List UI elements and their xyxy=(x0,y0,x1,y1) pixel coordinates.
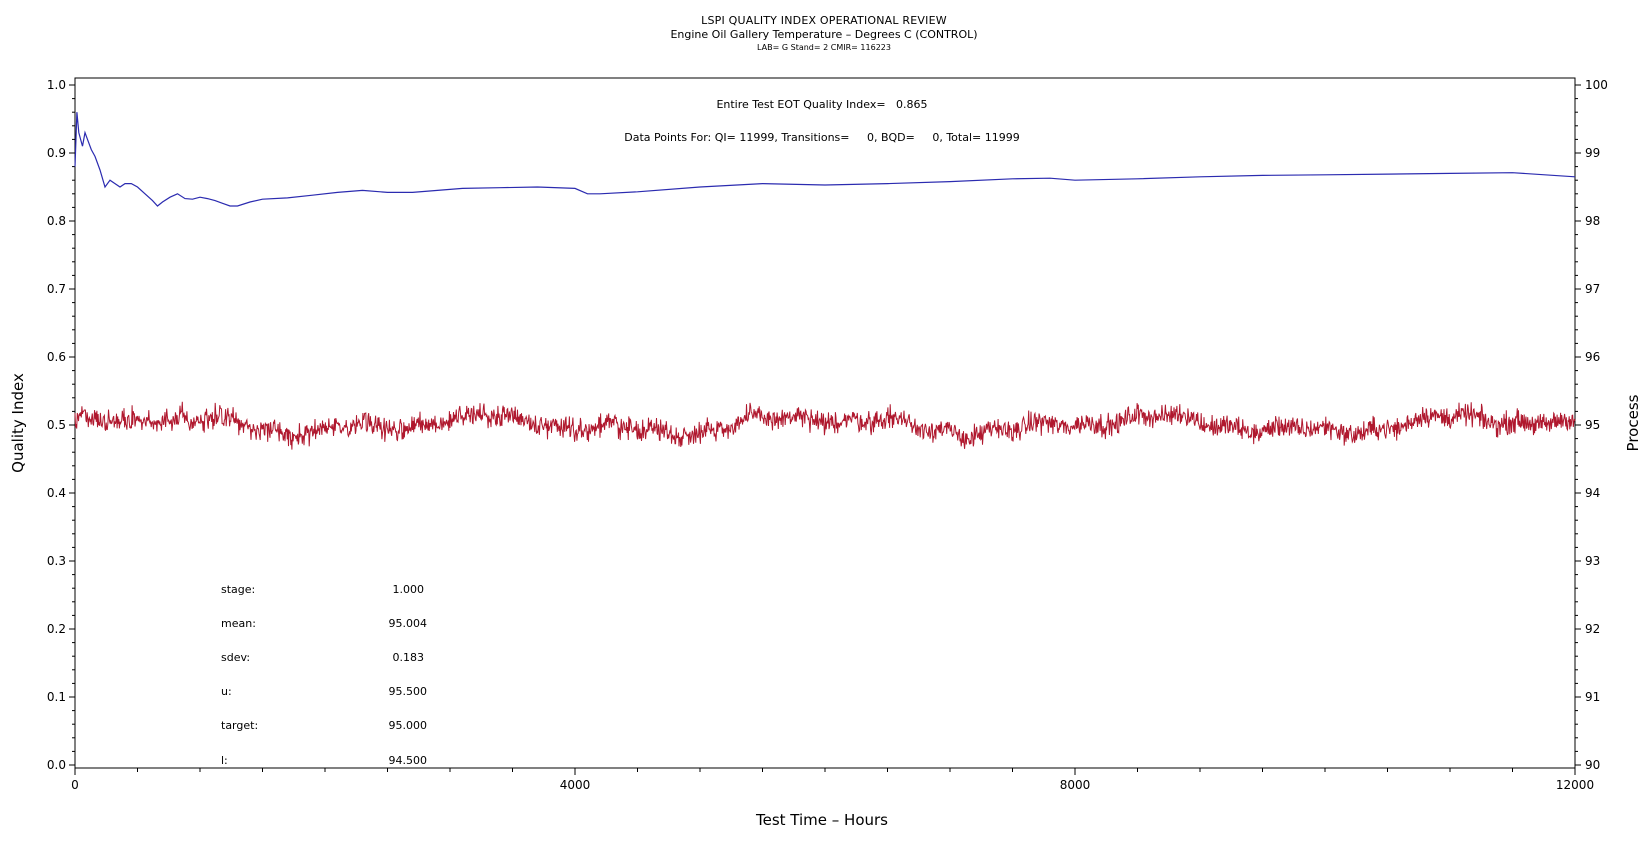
y-tick-label: 1.0 xyxy=(47,78,66,92)
x-tick-label: 0 xyxy=(71,778,79,792)
stat-label-u: u: xyxy=(221,685,232,698)
y-tick-label: 0.6 xyxy=(47,350,66,364)
stat-value-l: 94.500 xyxy=(389,754,428,767)
y-tick-label: 0.9 xyxy=(47,146,66,160)
stat-label-l: l: xyxy=(221,754,228,767)
stat-value-target: 95.000 xyxy=(389,719,428,732)
stat-value-stage: 1.000 xyxy=(393,583,425,596)
chart-titles: LSPI QUALITY INDEX OPERATIONAL REVIEW En… xyxy=(0,14,1648,53)
chart-subtitle: Engine Oil Gallery Temperature – Degrees… xyxy=(670,28,978,41)
stat-label-target: target: xyxy=(221,719,258,732)
quality-index-annotation: Entire Test EOT Quality Index= 0.865 xyxy=(716,98,927,111)
stat-label-stage: stage: xyxy=(221,583,255,596)
bottom-axis: 0 4000 8000 12000 xyxy=(71,768,1594,792)
y2-tick-label: 98 xyxy=(1585,214,1600,228)
y-tick-label: 0.1 xyxy=(47,690,66,704)
stat-value-u: 95.500 xyxy=(389,685,428,698)
y2-tick-label: 94 xyxy=(1585,486,1600,500)
y2-tick-label: 95 xyxy=(1585,418,1600,432)
data-points-annotation: Data Points For: QI= 11999, Transitions=… xyxy=(624,131,1019,144)
stat-value-mean: 95.004 xyxy=(389,617,428,630)
right-axis: 90 91 92 93 94 95 96 97 98 99 100 xyxy=(1575,78,1608,772)
left-axis: 0.0 0.1 0.2 0.3 0.4 0.5 0.6 0.7 0.8 0.9 1.0 xyxy=(47,78,75,772)
y2-tick-label: 97 xyxy=(1585,282,1600,296)
y-tick-label: 0.4 xyxy=(47,486,66,500)
y-tick-label: 0.5 xyxy=(47,418,66,432)
y2-tick-label: 90 xyxy=(1585,758,1600,772)
y2-tick-label: 96 xyxy=(1585,350,1600,364)
y-axis-label: Quality Index xyxy=(9,373,27,473)
stat-value-sdev: 0.183 xyxy=(393,651,425,664)
x-tick-label: 12000 xyxy=(1556,778,1594,792)
stat-label-sdev: sdev: xyxy=(221,651,250,664)
x-tick-label: 4000 xyxy=(560,778,591,792)
process-series-line xyxy=(74,401,1576,450)
stats-block: stage: 1.000 mean: 95.004 sdev: 0.183 u:… xyxy=(221,583,427,767)
quality-index-series-line xyxy=(74,112,1576,207)
y2-tick-label: 92 xyxy=(1585,622,1600,636)
y2-tick-label: 93 xyxy=(1585,554,1600,568)
series-layer xyxy=(74,112,1576,450)
chart-title: LSPI QUALITY INDEX OPERATIONAL REVIEW xyxy=(701,14,947,27)
y-tick-label: 0.2 xyxy=(47,622,66,636)
stat-label-mean: mean: xyxy=(221,617,256,630)
y-tick-label: 0.8 xyxy=(47,214,66,228)
y2-tick-label: 99 xyxy=(1585,146,1600,160)
x-axis-label: Test Time – Hours xyxy=(755,811,888,829)
y-tick-label: 0.3 xyxy=(47,554,66,568)
y-tick-label: 0.0 xyxy=(47,758,66,772)
y2-axis-label: Process xyxy=(1624,394,1642,451)
chart-info-line: LAB= G Stand= 2 CMIR= 116223 xyxy=(757,43,891,52)
y2-tick-label: 100 xyxy=(1585,78,1608,92)
y-tick-label: 0.7 xyxy=(47,282,66,296)
y2-tick-label: 91 xyxy=(1585,690,1600,704)
x-tick-label: 8000 xyxy=(1060,778,1091,792)
